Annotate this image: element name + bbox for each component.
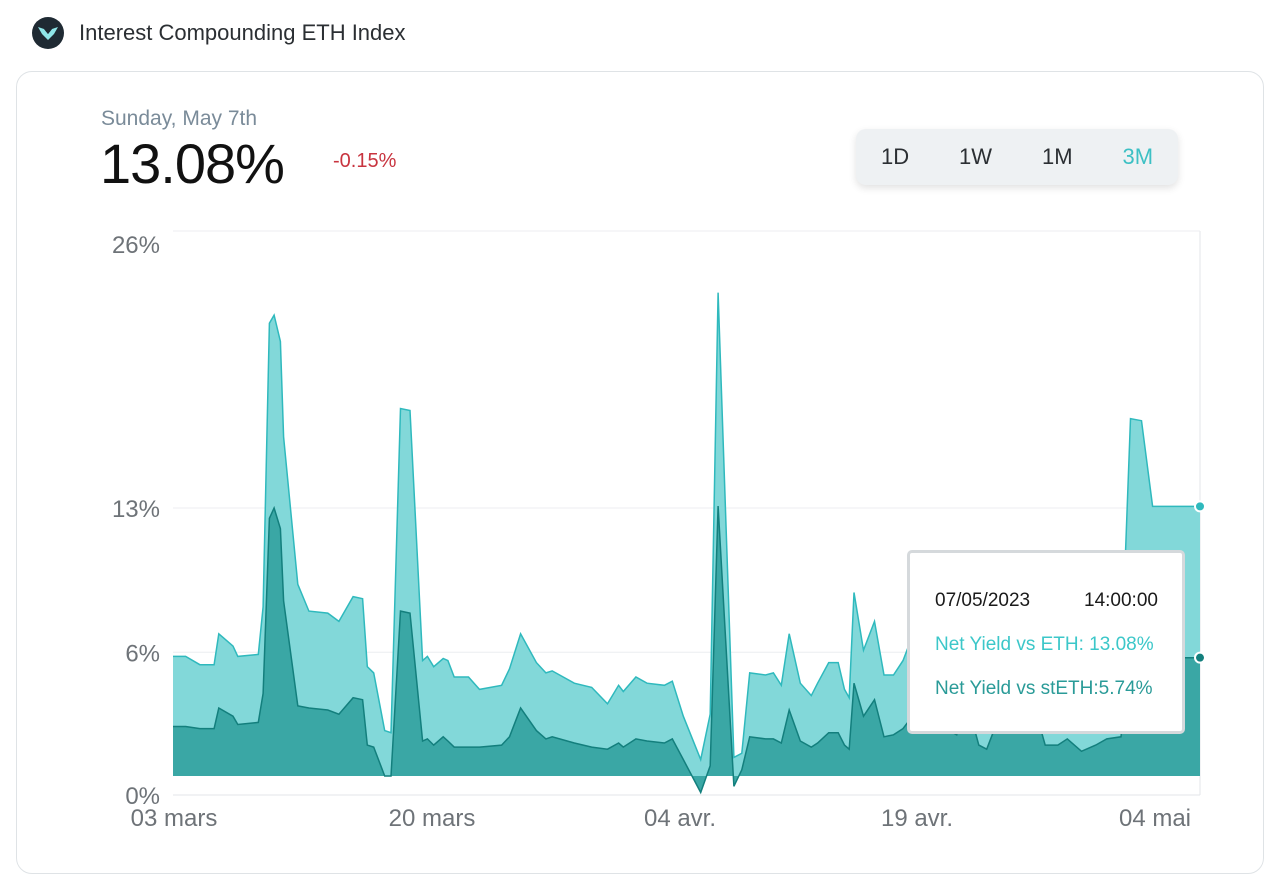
current-value: 13.08%	[100, 132, 285, 195]
tooltip-steth-label: Net Yield vs stETH:	[935, 678, 1099, 699]
tooltip-steth-yield: Net Yield vs stETH:5.74%	[935, 678, 1153, 700]
x-tick-label: 20 mars	[389, 805, 476, 832]
y-tick-label: 13%	[112, 496, 160, 523]
range-1w-button[interactable]: 1W	[959, 144, 993, 169]
time-range-selector: 1D 1W 1M 3M	[856, 129, 1178, 185]
steth-yield-area	[173, 506, 1200, 793]
tooltip-eth-value: 13.08%	[1089, 634, 1154, 655]
tooltip-date: 07/05/2023	[935, 590, 1031, 611]
app-logo-icon	[32, 17, 64, 49]
x-tick-label: 19 avr.	[881, 805, 953, 832]
tooltip-steth-value: 5.74%	[1098, 678, 1153, 699]
page-title: Interest Compounding ETH Index	[79, 20, 406, 45]
tooltip-eth-label: Net Yield vs ETH:	[935, 634, 1090, 655]
x-tick-label: 04 avr.	[644, 805, 716, 832]
x-tick-label: 04 mai	[1119, 805, 1191, 832]
value-change: -0.15%	[333, 150, 397, 172]
header: Interest Compounding ETH Index	[32, 16, 406, 50]
chart-tooltip: 07/05/2023 14:00:00 Net Yield vs ETH: 13…	[907, 550, 1185, 734]
range-1m-button[interactable]: 1M	[1041, 144, 1073, 169]
y-tick-label: 26%	[112, 232, 160, 259]
tooltip-time: 14:00:00	[1084, 590, 1158, 611]
eth-current-point	[1194, 500, 1206, 513]
y-tick-label: 6%	[125, 640, 160, 667]
x-tick-label: 03 mars	[131, 805, 218, 832]
steth-current-point	[1194, 651, 1206, 664]
tooltip-eth-yield: Net Yield vs ETH: 13.08%	[935, 634, 1154, 656]
range-1d-button[interactable]: 1D	[880, 144, 910, 169]
range-3m-button[interactable]: 3M	[1122, 144, 1154, 169]
selected-date: Sunday, May 7th	[101, 107, 258, 130]
y-tick-label: 0%	[125, 783, 160, 810]
